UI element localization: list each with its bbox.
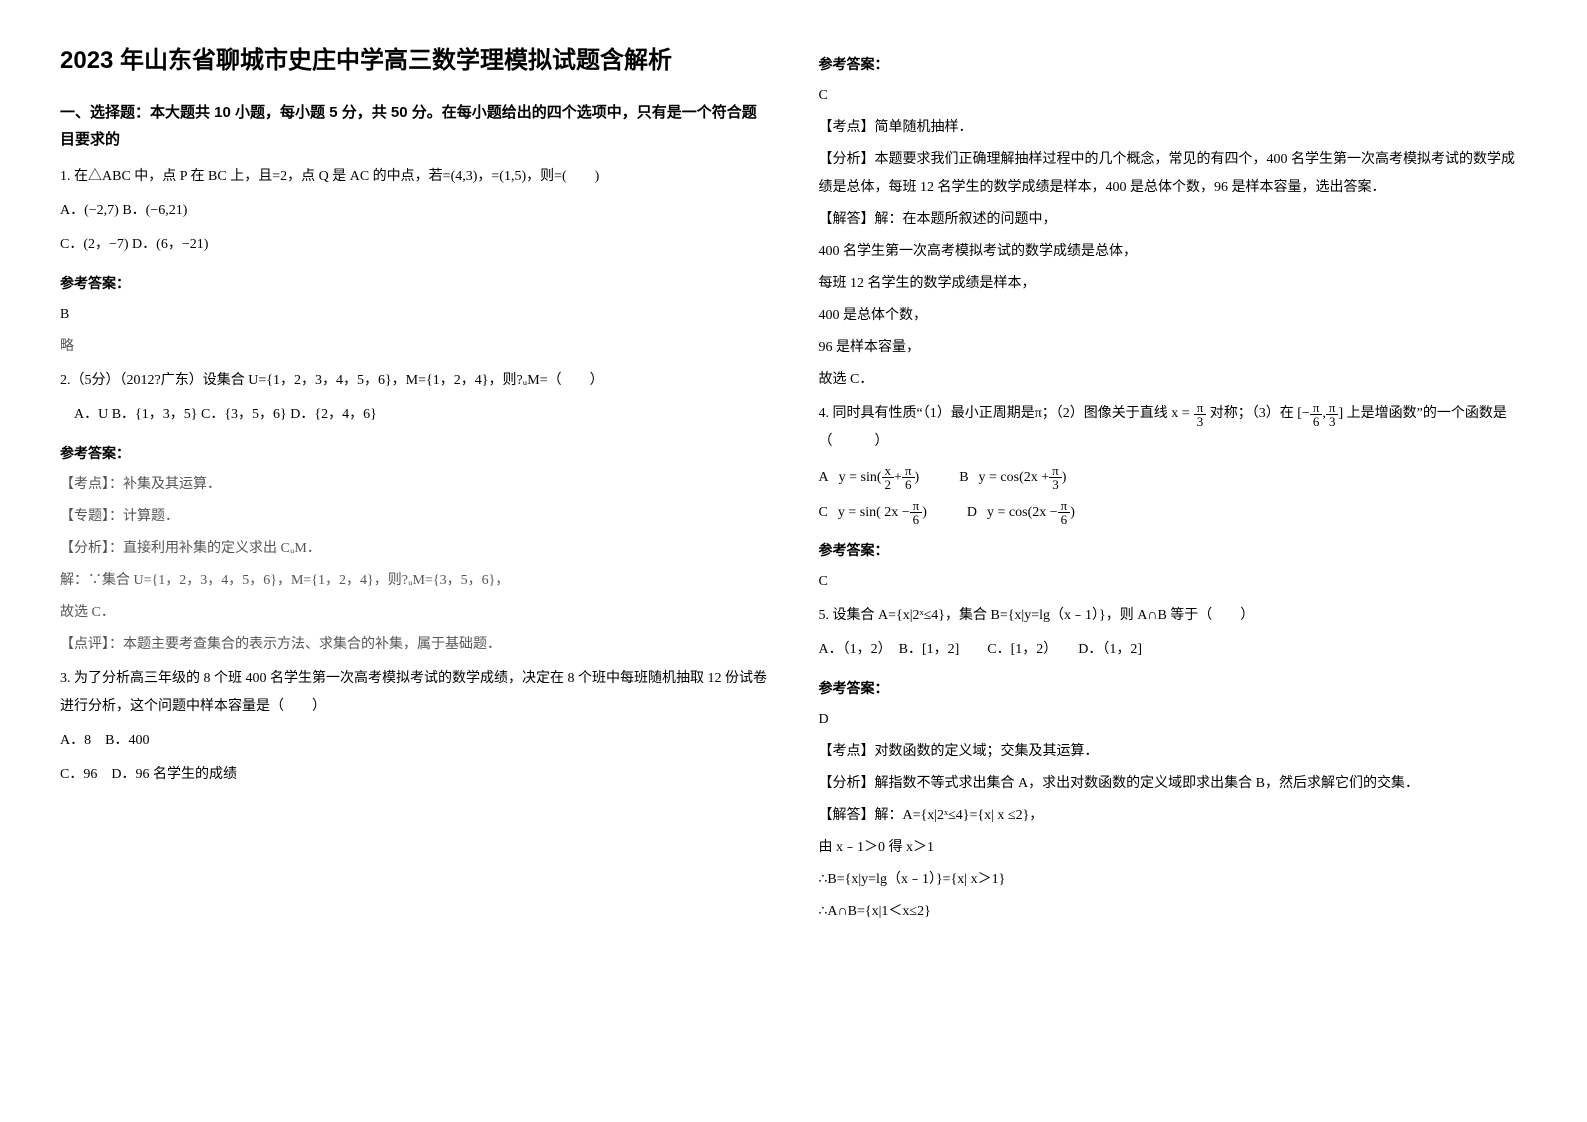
- frac-num: π: [1194, 401, 1207, 415]
- opt-label: C: [819, 505, 828, 521]
- page-title: 2023 年山东省聊城市史庄中学高三数学理模拟试题含解析: [60, 40, 769, 75]
- frac: π6: [1058, 499, 1071, 526]
- q2-exp-2: 【专题】：计算题．: [60, 503, 769, 531]
- frac-den: 6: [1058, 513, 1071, 526]
- q5-exp-5: ∴B={x|y=lg（x﹣1）}={x| x＞1}: [819, 866, 1528, 894]
- q3-exp-8: 故选 C．: [819, 366, 1528, 394]
- q2-exp-1: 【考点】：补集及其运算．: [60, 471, 769, 499]
- opt-label: B: [959, 470, 968, 486]
- close: ): [915, 470, 920, 486]
- q3-exp-4: 400 名学生第一次高考模拟考试的数学成绩是总体，: [819, 238, 1528, 266]
- opt-expr: y = cos(2x +: [979, 470, 1050, 486]
- frac: π3: [1049, 464, 1062, 491]
- opt-label: D: [967, 505, 977, 521]
- q5-options: A．（1，2） B．[1，2] C．[1，2） D．（1，2]: [819, 636, 1528, 664]
- q3-exp-7: 96 是样本容量，: [819, 334, 1528, 362]
- frac: π6: [902, 464, 915, 491]
- q4-xeq: x = π 3: [1171, 400, 1206, 428]
- q3-exp-5: 每班 12 名学生的数学成绩是样本，: [819, 270, 1528, 298]
- plus: +: [894, 470, 902, 486]
- q2-exp-3: 【分析】：直接利用补集的定义求出 CᵤM．: [60, 535, 769, 563]
- frac: π6: [910, 499, 923, 526]
- frac-num: π: [1326, 401, 1339, 415]
- q3-exp-6: 400 是总体个数，: [819, 302, 1528, 330]
- frac: x2: [882, 464, 895, 491]
- q2-answer-label: 参考答案：: [60, 443, 769, 463]
- close: ): [1070, 505, 1075, 521]
- question-1: 1. 在△ABC 中，点 P 在 BC 上，且=2，点 Q 是 AC 的中点，若…: [60, 163, 769, 191]
- q1-answer-label: 参考答案：: [60, 273, 769, 293]
- q5-exp-3: 【解答】解：A={x|2ˣ≤4}={x| x ≤2}，: [819, 802, 1528, 830]
- q4-prefix: 4. 同时具有性质“（1）最小正周期是π；（2）图像关于直线: [819, 406, 1168, 421]
- q3-exp-2: 【分析】本题要求我们正确理解抽样过程中的几个概念，常见的有四个，400 名学生第…: [819, 146, 1528, 202]
- q4-options-row2: C y = sin( 2x − π6 ) D y = cos(2x − π6 ): [819, 499, 1528, 526]
- q2-options: A．U B．{1，3，5} C．{3，5，6} D．{2，4，6}: [60, 401, 769, 429]
- q5-exp-6: ∴A∩B={x|1＜x≤2}: [819, 898, 1528, 926]
- opt-label: A: [819, 470, 829, 486]
- question-2: 2.（5分）（2012?广东）设集合 U={1，2，3，4，5，6}，M={1，…: [60, 367, 769, 395]
- frac-den: 3: [1049, 478, 1062, 491]
- close: ): [922, 505, 927, 521]
- frac-den: 2: [882, 478, 895, 491]
- q5-exp-1: 【考点】对数函数的定义域；交集及其运算．: [819, 738, 1528, 766]
- q4-frac-r2: π 3: [1326, 401, 1339, 428]
- frac-num: π: [1058, 499, 1071, 513]
- q4-options-row1: A y = sin( x2 + π6 ) B y = cos(2x + π3 ): [819, 464, 1528, 491]
- q3-options-ab: A．8 B．400: [60, 727, 769, 755]
- q4-answer: C: [819, 568, 1528, 596]
- frac-num: π: [902, 464, 915, 478]
- q2-exp-6: 【点评】：本题主要考查集合的表示方法、求集合的补集，属于基础题．: [60, 631, 769, 659]
- section-heading: 一、选择题：本大题共 10 小题，每小题 5 分，共 50 分。在每小题给出的四…: [60, 99, 769, 153]
- q1-note: 略: [60, 333, 769, 361]
- frac-den: 6: [902, 478, 915, 491]
- q5-answer-label: 参考答案：: [819, 678, 1528, 698]
- frac-den: 6: [910, 513, 923, 526]
- q4-answer-label: 参考答案：: [819, 540, 1528, 560]
- frac-num: x: [882, 464, 895, 478]
- q4-xeq-text: x =: [1171, 400, 1189, 428]
- q5-exp-4: 由 x﹣1＞0 得 x＞1: [819, 834, 1528, 862]
- q5-exp-2: 【分析】解指数不等式求出集合 A，求出对数函数的定义域即求出集合 B，然后求解它…: [819, 770, 1528, 798]
- frac-num: π: [1049, 464, 1062, 478]
- frac-num: π: [910, 499, 923, 513]
- q4-option-b: B y = cos(2x + π3 ): [959, 464, 1066, 491]
- q1-options-cd: C．(2，−7) D．(6，−21): [60, 231, 769, 259]
- opt-expr: y = sin( 2x −: [838, 505, 910, 521]
- q4-option-c: C y = sin( 2x − π6 ): [819, 499, 927, 526]
- opt-expr: y = sin(: [839, 470, 882, 486]
- q3-exp-1: 【考点】简单随机抽样．: [819, 114, 1528, 142]
- q3-answer: C: [819, 82, 1528, 110]
- question-3: 3. 为了分析高三年级的 8 个班 400 名学生第一次高考模拟考试的数学成绩，…: [60, 665, 769, 721]
- q3-answer-label: 参考答案：: [819, 54, 1528, 74]
- range-close: ]: [1338, 400, 1343, 428]
- question-4: 4. 同时具有性质“（1）最小正周期是π；（2）图像关于直线 x = π 3 对…: [819, 400, 1528, 456]
- question-5: 5. 设集合 A={x|2ˣ≤4}，集合 B={x|y=lg（x﹣1）}，则 A…: [819, 602, 1528, 630]
- q4-option-a: A y = sin( x2 + π6 ): [819, 464, 920, 491]
- opt-expr: y = cos(2x −: [987, 505, 1058, 521]
- q4-option-d: D y = cos(2x − π6 ): [967, 499, 1075, 526]
- frac-num: π: [1310, 401, 1323, 415]
- q3-exp-3: 【解答】解：在本题所叙述的问题中，: [819, 206, 1528, 234]
- frac-den: 3: [1326, 415, 1339, 428]
- frac-den: 3: [1194, 415, 1207, 428]
- range-open: [−: [1297, 400, 1310, 428]
- q3-options-cd: C．96 D．96 名学生的成绩: [60, 761, 769, 789]
- q1-answer: B: [60, 301, 769, 329]
- close: ): [1062, 470, 1067, 486]
- q1-options-ab: A．(−2,7) B．(−6,21): [60, 197, 769, 225]
- q5-answer: D: [819, 706, 1528, 734]
- q2-exp-4: 解：∵集合 U={1，2，3，4，5，6}，M={1，2，4}，则?ᵤM={3，…: [60, 567, 769, 595]
- q4-frac-pi3: π 3: [1194, 401, 1207, 428]
- q2-exp-5: 故选 C．: [60, 599, 769, 627]
- q4-range: [− π 6 , π 3 ]: [1297, 400, 1343, 428]
- q4-frac-r1: π 6: [1310, 401, 1323, 428]
- q4-mid1: 对称；（3）在: [1210, 406, 1294, 421]
- frac-den: 6: [1310, 415, 1323, 428]
